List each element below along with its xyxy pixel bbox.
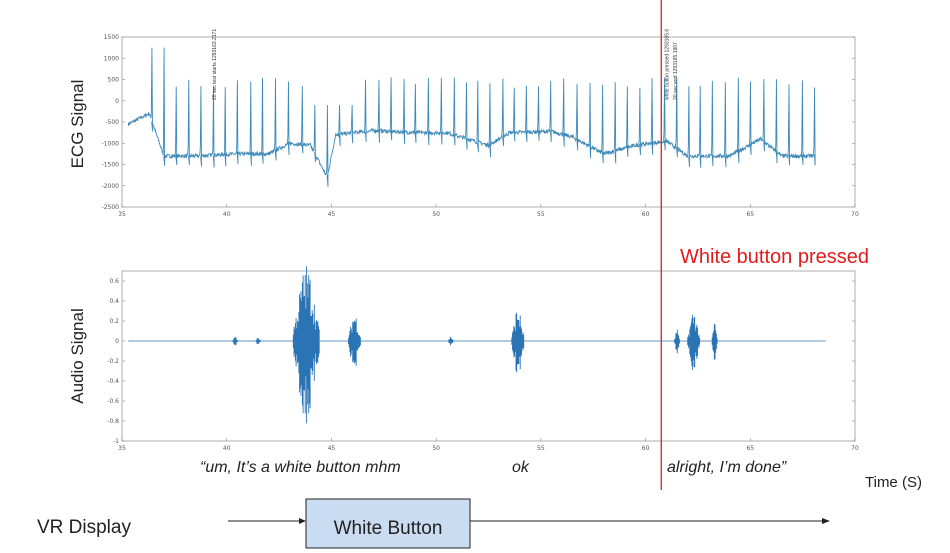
audio-bursts [232,266,718,424]
x-tick-label: 40 [223,445,231,452]
y-tick-label: -0.2 [107,358,119,365]
y-tick-label: -1000 [102,140,120,147]
x-tick-label: 60 [642,445,650,452]
y-tick-label: -0.8 [107,418,119,425]
y-tick-label: 1000 [104,55,119,62]
ecg-signal-line [127,47,816,187]
audio-ticks: 35 40 45 50 55 60 65 70 0.6 0.4 0.2 0 -0.2 -0.4 -0.6 -0… [107,278,859,452]
ecg-annotation-label: white button pressed 1293185.6 [665,29,671,100]
audio-burst [255,338,261,345]
y-tick-label: 0.4 [109,298,119,305]
x-tick-label: 70 [851,445,859,452]
y-tick-label: -1 [113,438,119,445]
white-button-label: White Button [334,518,443,539]
y-tick-label: -2500 [102,204,120,211]
white-button-box [305,498,471,549]
y-tick-label: 0.6 [109,278,119,285]
ecg-panel: 35 40 45 50 55 60 65 70 1500 1000 500 0 -500 -1000 -15… [68,29,859,218]
y-tick-label: -0.6 [107,398,119,405]
x-tick-label: 70 [851,211,859,218]
vr-display-label: VR Display [37,517,131,538]
ecg-annotation-label: 20 sec test starts 1293163.2171 [212,29,218,100]
vr-arrow-in-head [299,518,306,524]
speech-caption-left: “um, It’s a white button mhm [200,459,401,476]
x-tick-label: 45 [328,211,336,218]
audio-burst [687,314,701,370]
ecg-ylabel: ECG Signal [68,80,87,169]
audio-ylabel: Audio Signal [68,308,87,403]
x-tick-label: 55 [537,445,545,452]
y-tick-label: -1500 [102,162,120,169]
x-tick-label: 35 [118,211,126,218]
y-tick-label: -500 [105,119,119,126]
speech-caption-middle: ok [512,459,530,476]
y-tick-label: -2000 [102,183,120,190]
y-tick-label: 0 [115,98,119,105]
x-tick-label: 50 [432,445,440,452]
ecg-annotation-label: 20 sec end 1293185.1907 [673,42,679,100]
ecg-plot-frame [121,36,856,208]
audio-burst [674,329,680,354]
x-tick-label: 60 [642,211,650,218]
audio-plot-frame [121,270,856,442]
x-tick-label: 50 [432,211,440,218]
ecg-ticks: 35 40 45 50 55 60 65 70 1500 1000 500 0 -500 -1000 -15… [102,34,859,218]
audio-burst [511,312,525,373]
event-label: White button pressed [680,246,869,268]
ecg-annotations: 20 sec test starts 1293163.2171 white but… [212,29,679,100]
audio-burst [348,318,361,366]
speech-caption-right: alright, I’m done” [667,459,787,476]
x-tick-label: 65 [746,445,754,452]
audio-panel: 35 40 45 50 55 60 65 70 0.6 0.4 0.2 0 -0.2 -0.4 -0.6 -0… [68,266,859,452]
audio-burst [447,336,454,346]
x-tick-label: 55 [537,211,545,218]
x-tick-label: 40 [223,211,231,218]
x-tick-label: 45 [328,445,336,452]
time-axis-label: Time (S) [865,474,922,491]
vr-arrow-out-head [822,518,830,524]
audio-burst [232,337,238,346]
y-tick-label: 0 [115,338,119,345]
y-tick-label: -0.4 [107,378,119,385]
audio-burst [292,266,320,424]
y-tick-label: 500 [108,77,120,84]
vr-display-timeline: VR Display White Button [37,498,830,549]
x-tick-label: 65 [746,211,754,218]
y-tick-label: 1500 [104,34,119,41]
y-tick-label: 0.2 [109,318,119,325]
audio-burst [711,324,718,360]
x-tick-label: 35 [118,445,126,452]
